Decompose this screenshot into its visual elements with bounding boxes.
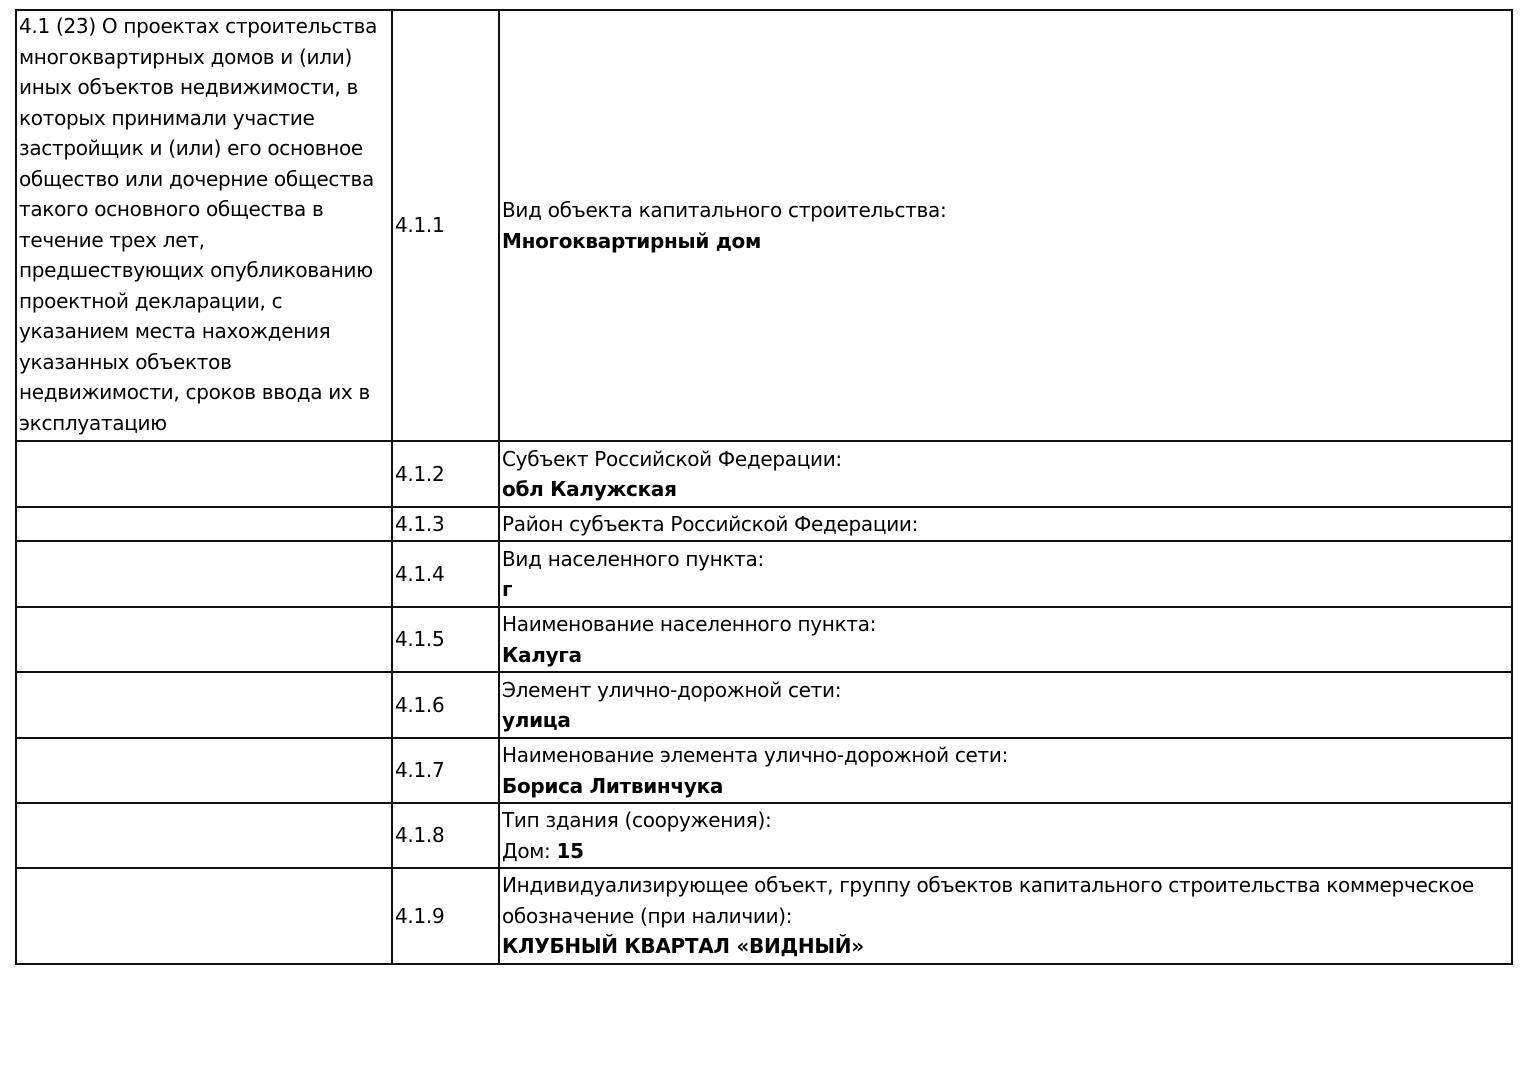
empty-cell xyxy=(15,737,393,804)
row-label: Вид объекта капитального строительства: xyxy=(502,198,947,222)
table-row: 4.1.5 Наименование населенного пункта: Ка… xyxy=(15,606,1513,673)
empty-cell xyxy=(15,867,393,965)
row-value: Бориса Литвинчука xyxy=(502,773,724,798)
row-value: Многоквартирный дом xyxy=(502,228,762,253)
empty-cell xyxy=(15,440,393,508)
row-code: 4.1.1 xyxy=(391,9,500,442)
row-label: Индивидуализирующее объект, группу объек… xyxy=(502,873,1474,928)
empty-cell xyxy=(15,802,393,869)
row-value: 15 xyxy=(556,838,585,863)
row-label: Элемент улично-дорожной сети: xyxy=(502,677,842,702)
row-code: 4.1.7 xyxy=(391,737,500,804)
empty-cell xyxy=(15,540,393,608)
row-label: Наименование населенного пункта: xyxy=(502,612,877,636)
empty-cell xyxy=(15,671,393,739)
empty-cell xyxy=(15,606,393,673)
row-value: обл Калужская xyxy=(502,477,677,501)
row-content: Вид объекта капитального строительства: М… xyxy=(498,9,1513,442)
declaration-table: 4.1 (23) О проектах строительства многок… xyxy=(15,9,1513,965)
row-content: Элемент улично-дорожной сети: улица xyxy=(498,671,1513,739)
table-row: 4.1.7 Наименование элемента улично-дорож… xyxy=(15,737,1513,804)
row-label: Район субъекта Российской Федерации: xyxy=(502,511,919,536)
row-code: 4.1.6 xyxy=(391,671,500,739)
table-row: 4.1.4 Вид населенного пункта: г xyxy=(15,540,1513,608)
row-content: Индивидуализирующее объект, группу объек… xyxy=(498,867,1513,965)
row-content: Вид населенного пункта: г xyxy=(498,540,1513,608)
row-value-line: Дом: 15 xyxy=(502,836,1511,867)
table-row: 4.1.3 Район субъекта Российской Федераци… xyxy=(15,506,1513,542)
table-row: 4.1.6 Элемент улично-дорожной сети: улица xyxy=(15,671,1513,739)
row-code: 4.1.2 xyxy=(391,440,500,508)
row-label: Тип здания (сооружения): xyxy=(502,808,772,832)
row-code: 4.1.9 xyxy=(391,867,500,965)
row-code: 4.1.3 xyxy=(391,506,500,542)
row-value: улица xyxy=(502,708,571,732)
row-content: Тип здания (сооружения): Дом: 15 xyxy=(498,802,1513,869)
row-code: 4.1.8 xyxy=(391,802,500,869)
row-value: КЛУБНЫЙ КВАРТАЛ «ВИДНЫЙ» xyxy=(502,934,864,959)
row-value-prefix: Дом: xyxy=(502,838,557,863)
row-label: Вид населенного пункта: xyxy=(502,546,764,571)
table-row: 4.1.8 Тип здания (сооружения): Дом: 15 xyxy=(15,802,1513,869)
row-value: Калуга xyxy=(502,642,582,667)
row-value: г xyxy=(502,577,513,601)
row-content: Наименование населенного пункта: Калуга xyxy=(498,606,1513,673)
row-label: Субъект Российской Федерации: xyxy=(502,446,842,471)
empty-cell xyxy=(15,506,393,542)
table-row: 4.1 (23) О проектах строительства многок… xyxy=(15,9,1513,442)
row-code: 4.1.5 xyxy=(391,606,500,673)
table-row: 4.1.2 Субъект Российской Федерации: обл К… xyxy=(15,440,1513,508)
row-content: Субъект Российской Федерации: обл Калужск… xyxy=(498,440,1513,508)
row-content: Наименование элемента улично-дорожной се… xyxy=(498,737,1513,804)
row-content: Район субъекта Российской Федерации: xyxy=(498,506,1513,542)
row-label: Наименование элемента улично-дорожной се… xyxy=(502,743,1009,767)
section-title: 4.1 (23) О проектах строительства многок… xyxy=(15,9,393,442)
row-code: 4.1.4 xyxy=(391,540,500,608)
table-row: 4.1.9 Индивидуализирующее объект, группу… xyxy=(15,867,1513,965)
